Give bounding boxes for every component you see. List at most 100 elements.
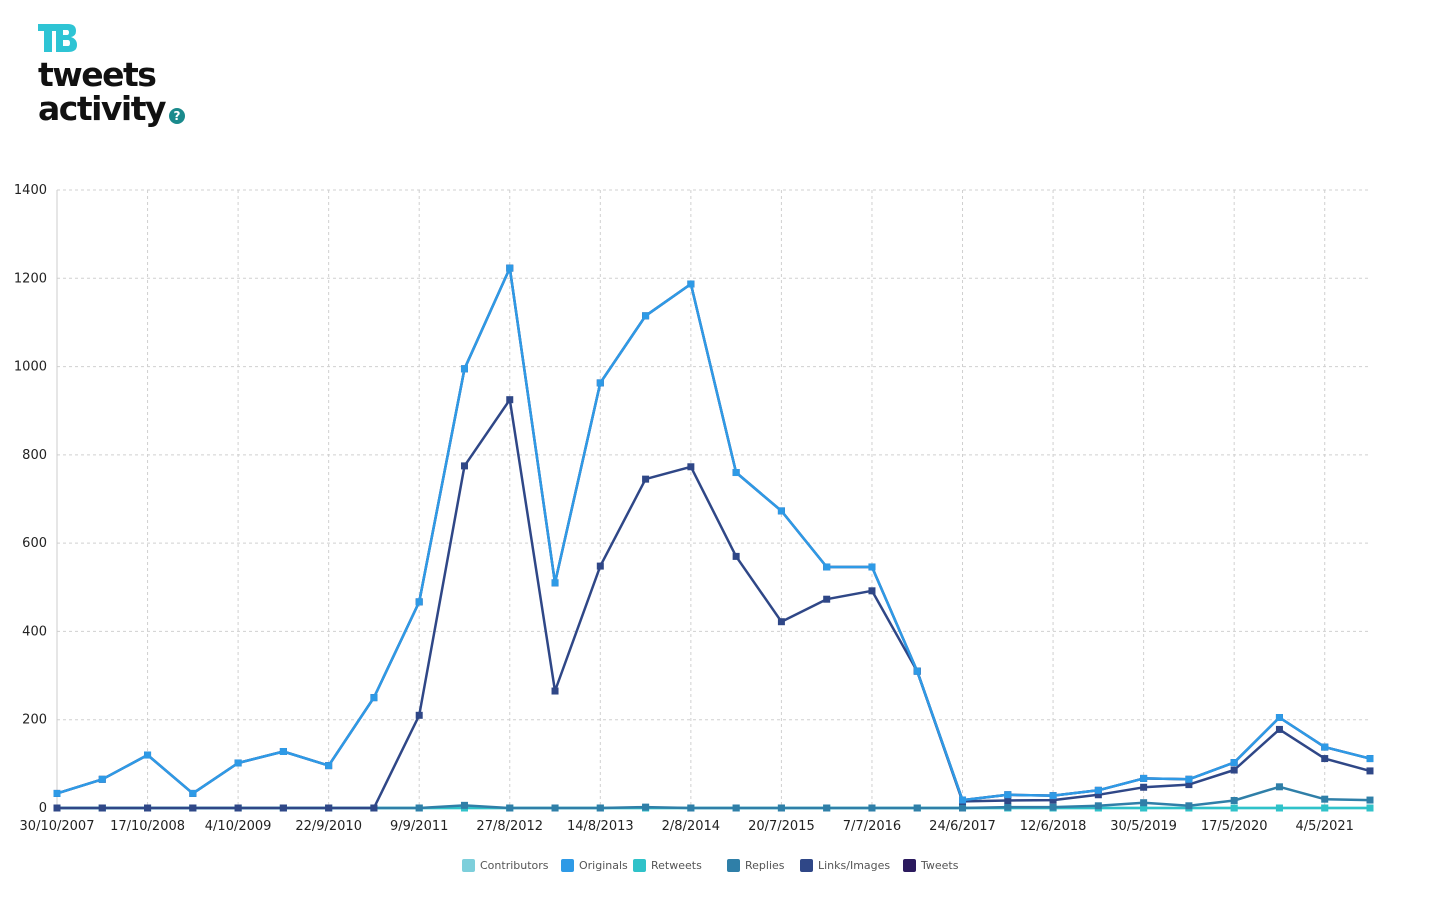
data-point (1321, 804, 1329, 812)
x-tick-label: 14/8/2013 (567, 819, 634, 834)
x-tick-label: 24/6/2017 (929, 819, 996, 834)
data-point (1049, 796, 1057, 804)
data-point (596, 379, 604, 387)
data-point (325, 762, 333, 770)
x-tick-label: 20/7/2015 (748, 819, 815, 834)
data-point (415, 598, 423, 606)
series-line-links-images (57, 398, 1371, 810)
x-tick-label: 12/6/2018 (1020, 819, 1087, 834)
series-line-originals (56, 266, 1371, 802)
y-tick-label: 800 (22, 448, 47, 463)
legend-item-label: Links/Images (818, 859, 890, 872)
data-point (1275, 783, 1283, 791)
data-point (777, 804, 785, 812)
data-point (687, 463, 695, 471)
series-line-replies (57, 785, 1371, 810)
data-point (1140, 783, 1148, 791)
data-point (98, 804, 106, 812)
data-point (732, 804, 740, 812)
data-point (687, 804, 695, 812)
logo-icon (38, 24, 77, 52)
data-point (234, 804, 242, 812)
data-point (868, 563, 876, 571)
x-tick-label: 4/5/2021 (1296, 819, 1354, 834)
data-point (1094, 791, 1102, 799)
data-point (1366, 767, 1374, 775)
data-point (777, 507, 785, 515)
data-point (279, 804, 287, 812)
data-point (144, 751, 152, 759)
data-point (279, 747, 287, 755)
data-point (1230, 796, 1238, 804)
data-point (1275, 725, 1283, 733)
data-point (1185, 802, 1193, 810)
x-tick-label: 17/10/2008 (110, 819, 185, 834)
data-point (415, 711, 423, 719)
data-point (1094, 802, 1102, 810)
y-tick-label: 400 (22, 624, 47, 639)
series-line-tweets (56, 266, 1371, 802)
x-tick-label: 2/8/2014 (662, 819, 720, 834)
data-point (144, 804, 152, 812)
data-point (732, 469, 740, 477)
data-point (460, 365, 468, 373)
data-point (1275, 714, 1283, 722)
data-point (189, 789, 197, 797)
data-point (551, 687, 559, 695)
data-point (189, 804, 197, 812)
data-point (1185, 775, 1193, 783)
data-point (53, 804, 61, 812)
data-point (642, 312, 650, 320)
x-tick-label: 17/5/2020 (1201, 819, 1268, 834)
legend-swatch (561, 859, 574, 872)
data-point (868, 587, 876, 595)
data-point (370, 694, 378, 702)
y-tick-label: 600 (22, 536, 47, 551)
data-point (777, 618, 785, 626)
data-point (506, 264, 514, 272)
data-point (732, 552, 740, 560)
data-point (551, 804, 559, 812)
brand-logo (38, 22, 78, 54)
page-title-line2: activity (38, 89, 167, 128)
legend-item-label: Contributors (480, 859, 549, 872)
x-tick-label: 4/10/2009 (205, 819, 272, 834)
data-point (642, 475, 650, 483)
data-point (1230, 804, 1238, 812)
legend-swatch (462, 859, 475, 872)
data-point (1004, 791, 1012, 799)
data-point (53, 789, 61, 797)
data-point (1230, 766, 1238, 774)
data-point (823, 563, 831, 571)
data-point (642, 803, 650, 811)
data-point (1140, 799, 1148, 807)
legend-item-label: Originals (579, 859, 628, 872)
x-tick-label: 30/10/2007 (20, 819, 95, 834)
data-point (823, 595, 831, 603)
data-point (234, 759, 242, 767)
data-point (460, 462, 468, 470)
data-point (1366, 804, 1374, 812)
y-tick-label: 1400 (14, 183, 47, 198)
y-tick-label: 1200 (14, 271, 47, 286)
legend-item-label: Tweets (920, 859, 959, 872)
data-point (1140, 774, 1148, 782)
y-tick-label: 200 (22, 713, 47, 728)
data-point (1275, 804, 1283, 812)
x-tick-label: 30/5/2019 (1110, 819, 1177, 834)
y-tick-label: 0 (39, 801, 47, 816)
y-tick-label: 1000 (14, 360, 47, 375)
data-point (1004, 803, 1012, 811)
data-point (959, 804, 967, 812)
legend-swatch (633, 859, 646, 872)
data-point (415, 804, 423, 812)
data-point (959, 796, 967, 804)
x-tick-label: 27/8/2012 (476, 819, 543, 834)
help-icon[interactable]: ? (169, 108, 185, 124)
data-point (506, 396, 514, 404)
data-point (325, 804, 333, 812)
data-point (551, 579, 559, 587)
x-tick-label: 9/9/2011 (390, 819, 448, 834)
data-point (1366, 796, 1374, 804)
